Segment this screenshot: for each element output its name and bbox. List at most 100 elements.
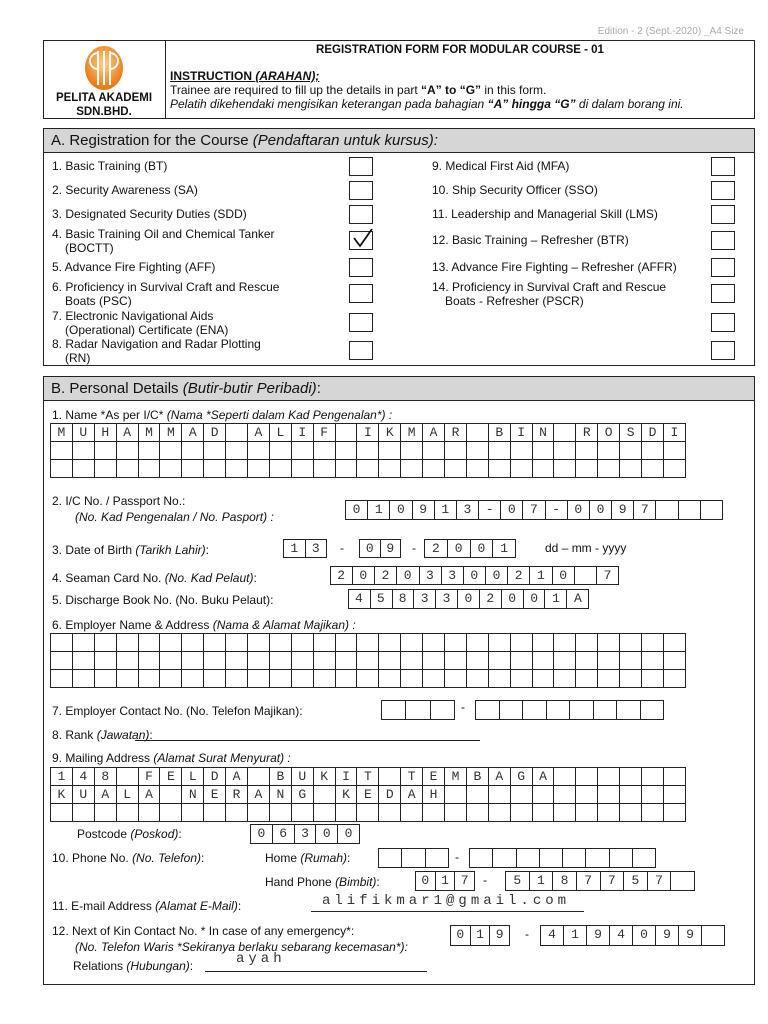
grid-cell[interactable] bbox=[532, 442, 555, 460]
grid-cell[interactable] bbox=[620, 460, 643, 478]
grid-cell[interactable] bbox=[138, 460, 161, 478]
grid-cell[interactable] bbox=[554, 424, 577, 442]
grid-cell[interactable]: K bbox=[313, 768, 336, 786]
employer-contact-prefix-grid[interactable] bbox=[381, 700, 455, 720]
grid-cell[interactable] bbox=[620, 768, 643, 786]
grid-cell[interactable]: K bbox=[335, 786, 358, 804]
grid-cell[interactable]: D bbox=[642, 424, 664, 442]
grid-cell[interactable] bbox=[51, 804, 73, 822]
grid-cell[interactable] bbox=[576, 652, 599, 670]
grid-cell[interactable] bbox=[493, 849, 517, 868]
grid-cell[interactable]: 1 bbox=[368, 501, 391, 520]
grid-cell[interactable]: B bbox=[269, 768, 292, 786]
grid-cell[interactable] bbox=[401, 634, 424, 652]
grid-cell[interactable]: 1 bbox=[435, 872, 456, 891]
grid-cell[interactable] bbox=[488, 442, 511, 460]
grid-cell[interactable] bbox=[576, 786, 599, 804]
grid-cell[interactable] bbox=[678, 501, 701, 520]
grid-cell[interactable]: I bbox=[291, 424, 314, 442]
grid-cell[interactable] bbox=[160, 460, 183, 478]
discharge-book-value[interactable]: 4583302001A bbox=[355, 591, 596, 606]
grid-cell[interactable] bbox=[401, 804, 424, 822]
grid-cell[interactable] bbox=[349, 590, 371, 609]
grid-cell[interactable] bbox=[335, 460, 358, 478]
course-checkbox[interactable] bbox=[349, 157, 373, 176]
grid-cell[interactable] bbox=[642, 652, 664, 670]
grid-cell[interactable]: 9 bbox=[490, 926, 511, 946]
grid-cell[interactable]: E bbox=[204, 786, 227, 804]
grid-cell[interactable] bbox=[656, 501, 679, 520]
grid-cell[interactable] bbox=[419, 567, 442, 585]
grid-cell[interactable] bbox=[532, 460, 555, 478]
grid-cell[interactable] bbox=[401, 652, 424, 670]
grid-cell[interactable] bbox=[663, 768, 686, 786]
grid-cell[interactable]: 0 bbox=[251, 825, 273, 844]
grid-cell[interactable] bbox=[313, 786, 336, 804]
grid-cell[interactable] bbox=[182, 652, 205, 670]
grid-cell[interactable] bbox=[586, 849, 610, 868]
grid-cell[interactable] bbox=[609, 849, 633, 868]
grid-cell[interactable]: 0 bbox=[346, 501, 369, 520]
grid-cell[interactable] bbox=[402, 849, 426, 868]
grid-cell[interactable] bbox=[642, 670, 664, 688]
grid-cell[interactable] bbox=[51, 670, 73, 688]
grid-cell[interactable] bbox=[72, 460, 95, 478]
grid-cell[interactable] bbox=[160, 652, 183, 670]
grid-cell[interactable] bbox=[335, 424, 358, 442]
grid-cell[interactable]: 1 bbox=[284, 540, 306, 558]
grid-cell[interactable] bbox=[546, 701, 570, 720]
grid-cell[interactable] bbox=[116, 652, 139, 670]
grid-cell[interactable] bbox=[160, 786, 183, 804]
grid-cell[interactable] bbox=[441, 567, 464, 585]
grid-cell[interactable]: 8 bbox=[553, 872, 577, 891]
grid-cell[interactable]: A bbox=[226, 768, 249, 786]
grid-cell[interactable]: I bbox=[357, 424, 380, 442]
grid-cell[interactable] bbox=[138, 634, 161, 652]
grid-cell[interactable] bbox=[523, 590, 546, 609]
grid-cell[interactable]: I bbox=[510, 424, 533, 442]
grid-cell[interactable] bbox=[598, 768, 621, 786]
grid-cell[interactable] bbox=[663, 652, 686, 670]
grid-cell[interactable] bbox=[620, 804, 643, 822]
grid-cell[interactable] bbox=[423, 634, 446, 652]
grid-cell[interactable] bbox=[574, 567, 597, 585]
grid-cell[interactable] bbox=[508, 567, 531, 585]
grid-cell[interactable]: U bbox=[72, 424, 95, 442]
grid-cell[interactable]: M bbox=[401, 424, 424, 442]
grid-cell[interactable]: M bbox=[138, 424, 161, 442]
grid-cell[interactable] bbox=[545, 590, 568, 609]
grid-cell[interactable]: 8 bbox=[94, 768, 117, 786]
rank-field[interactable] bbox=[135, 740, 480, 741]
grid-cell[interactable] bbox=[576, 634, 599, 652]
grid-cell[interactable] bbox=[414, 590, 437, 609]
grid-cell[interactable]: R bbox=[576, 424, 599, 442]
grid-cell[interactable]: 1 bbox=[493, 540, 516, 558]
grid-cell[interactable] bbox=[313, 460, 336, 478]
grid-cell[interactable] bbox=[379, 634, 402, 652]
grid-cell[interactable] bbox=[375, 567, 398, 585]
grid-cell[interactable]: T bbox=[357, 768, 380, 786]
grid-cell[interactable] bbox=[463, 567, 487, 585]
grid-cell[interactable] bbox=[642, 442, 664, 460]
grid-cell[interactable]: H bbox=[423, 786, 446, 804]
grid-cell[interactable] bbox=[313, 634, 336, 652]
grid-cell[interactable]: L bbox=[116, 786, 139, 804]
grid-cell[interactable] bbox=[552, 567, 575, 585]
grid-cell[interactable] bbox=[204, 442, 227, 460]
grid-cell[interactable]: A bbox=[423, 424, 446, 442]
grid-cell[interactable] bbox=[663, 786, 686, 804]
grid-cell[interactable] bbox=[642, 804, 664, 822]
grid-cell[interactable] bbox=[539, 849, 563, 868]
grid-cell[interactable] bbox=[423, 804, 446, 822]
grid-cell[interactable] bbox=[392, 590, 415, 609]
grid-cell[interactable]: A bbox=[248, 424, 270, 442]
grid-cell[interactable] bbox=[466, 670, 489, 688]
grid-cell[interactable]: 0 bbox=[589, 501, 613, 520]
grid-cell[interactable] bbox=[357, 652, 380, 670]
grid-cell[interactable]: 9 bbox=[656, 926, 679, 946]
grid-cell[interactable] bbox=[554, 670, 577, 688]
